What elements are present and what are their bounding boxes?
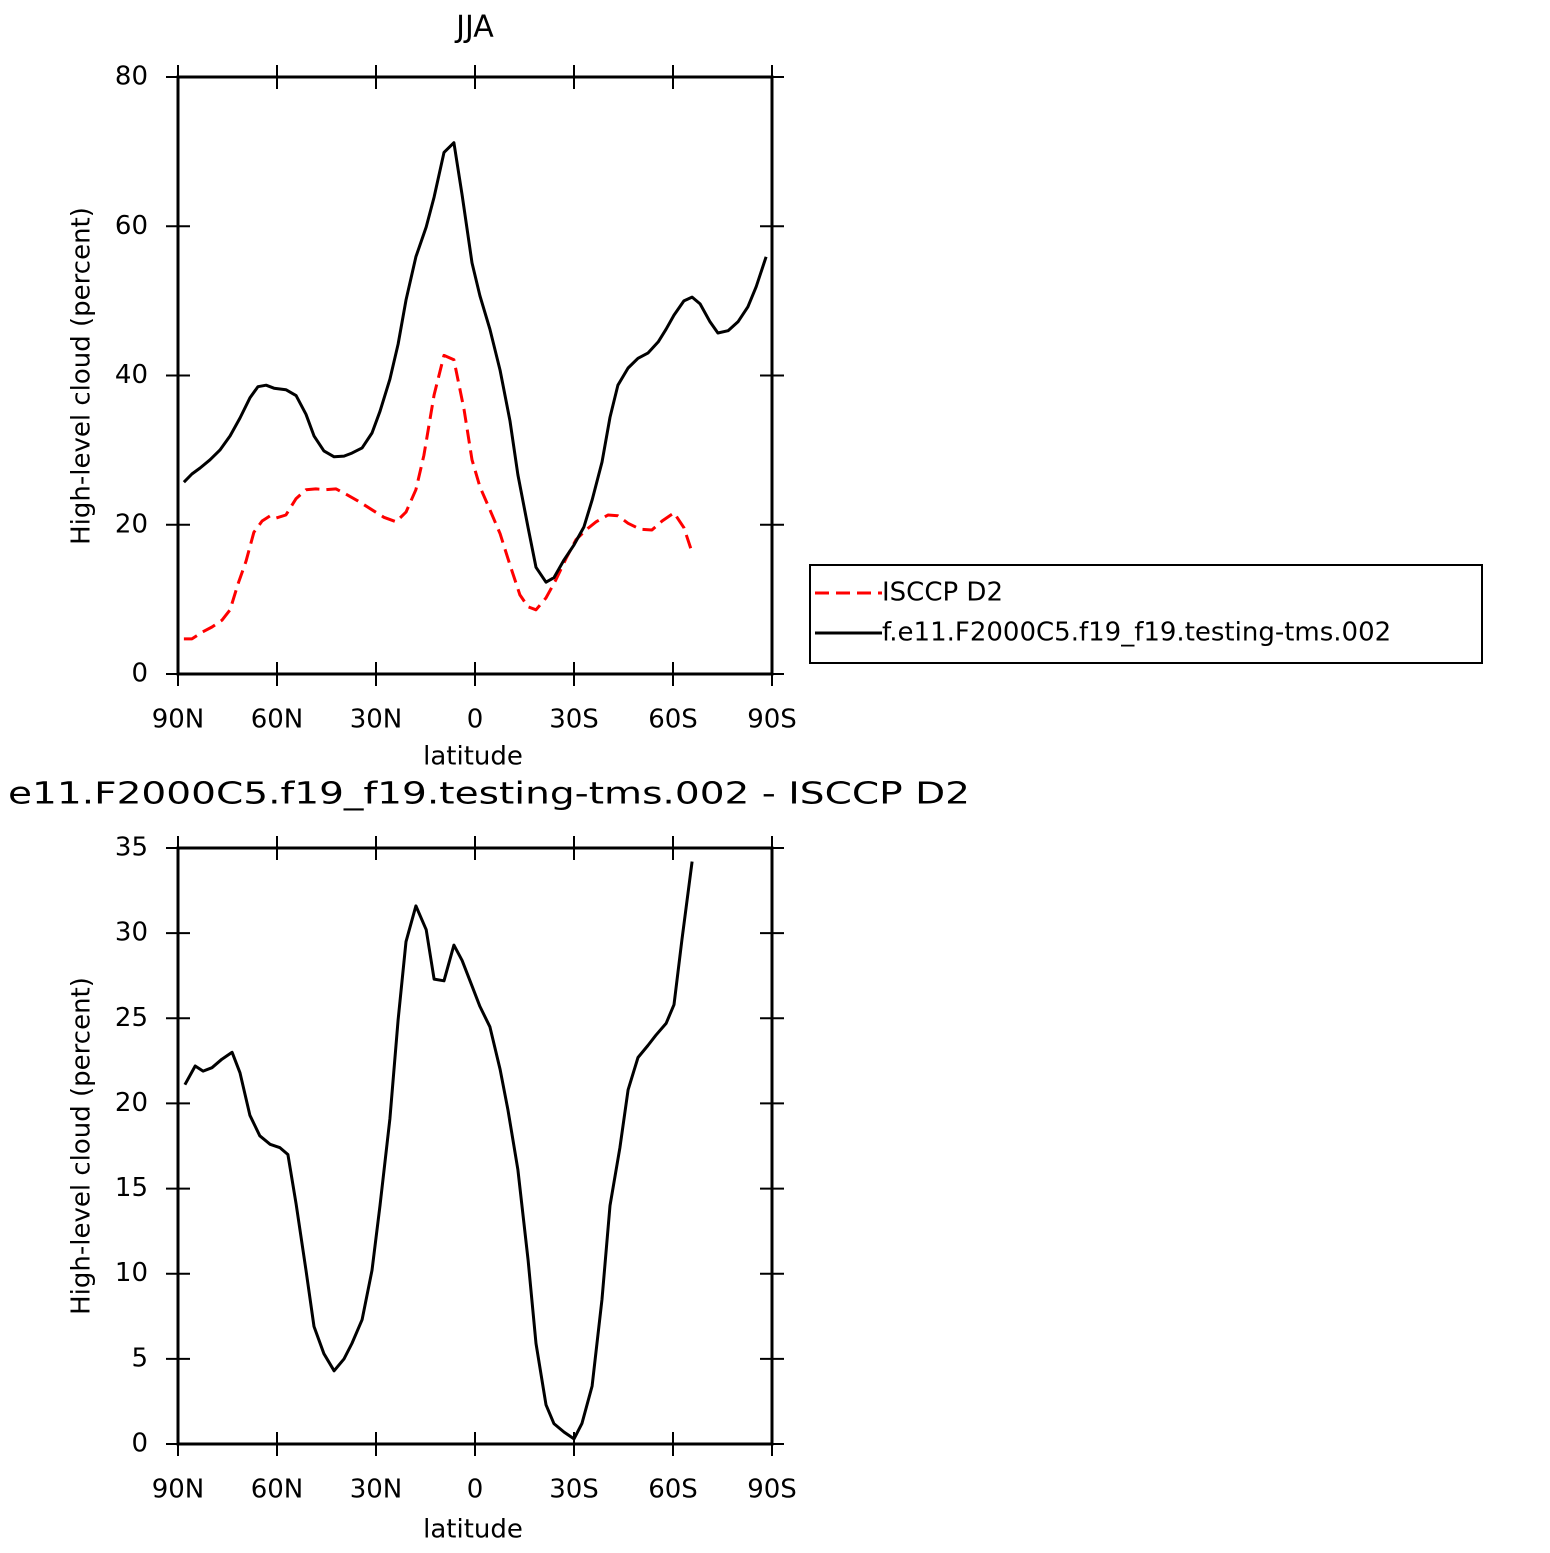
x-tick-label: 90S xyxy=(747,705,797,735)
x-tick-label: 30S xyxy=(549,1475,599,1505)
legend-label: f.e11.F2000C5.f19_f19.testing-tms.002 xyxy=(882,618,1391,648)
x-tick-label: 0 xyxy=(467,1475,484,1505)
series-line xyxy=(182,141,768,584)
x-tick-label: 60S xyxy=(648,1475,698,1505)
y-tick-label: 5 xyxy=(131,1343,148,1373)
x-tick-label: 30N xyxy=(350,1475,403,1505)
y-tick-label: 30 xyxy=(115,918,148,948)
y-axis-label: High-level cloud (percent) xyxy=(67,977,97,1315)
chart-title: JJA xyxy=(454,10,494,45)
y-tick-label: 80 xyxy=(115,62,148,92)
x-tick-label: 60N xyxy=(251,1475,304,1505)
x-tick-label: 0 xyxy=(467,705,484,735)
y-tick-label: 20 xyxy=(115,509,148,539)
y-tick-label: 60 xyxy=(115,211,148,241)
y-tick-label: 15 xyxy=(115,1173,148,1203)
x-tick-label: 90N xyxy=(152,1475,205,1505)
y-tick-label: 40 xyxy=(115,360,148,390)
x-tick-label: 90N xyxy=(152,705,205,735)
x-tick-label: 30N xyxy=(350,705,403,735)
legend-label: ISCCP D2 xyxy=(882,578,1003,608)
y-tick-label: 25 xyxy=(115,1003,148,1033)
y-tick-label: 10 xyxy=(115,1258,148,1288)
x-axis-label: latitude xyxy=(423,742,523,772)
x-tick-label: 60N xyxy=(251,705,304,735)
y-axis-label: High-level cloud (percent) xyxy=(67,207,97,545)
series-line xyxy=(183,861,694,1441)
x-axis-label: latitude xyxy=(423,1515,523,1545)
y-tick-label: 35 xyxy=(115,833,148,863)
y-tick-label: 0 xyxy=(131,659,148,689)
y-tick-label: 0 xyxy=(131,1429,148,1459)
y-tick-label: 20 xyxy=(115,1088,148,1118)
x-tick-label: 30S xyxy=(549,705,599,735)
series-line xyxy=(183,353,694,641)
legend-box xyxy=(809,564,1483,664)
plot-frame xyxy=(176,75,774,676)
chart-title: e11.F2000C5.f19_f19.testing-tms.002 - IS… xyxy=(8,777,970,812)
x-tick-label: 60S xyxy=(648,705,698,735)
x-tick-label: 90S xyxy=(747,1475,797,1505)
